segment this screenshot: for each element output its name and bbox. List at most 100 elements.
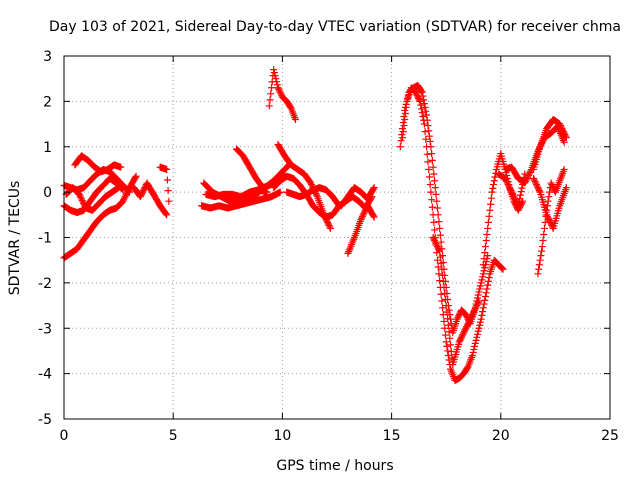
data-point <box>523 175 531 183</box>
data-point <box>514 202 522 210</box>
data-point <box>465 318 473 326</box>
data-point <box>499 265 507 273</box>
data-point <box>522 176 530 184</box>
data-point <box>140 185 148 193</box>
data-point <box>397 137 405 145</box>
data-point <box>480 300 488 308</box>
data-point <box>460 329 468 337</box>
data-point <box>524 171 532 179</box>
data-point <box>486 206 494 214</box>
data-point <box>490 181 498 189</box>
data-point <box>437 290 445 298</box>
data-point <box>428 203 436 211</box>
data-point <box>415 96 423 104</box>
data-point <box>470 345 478 353</box>
data-point <box>313 191 321 199</box>
data-point <box>539 237 547 245</box>
data-point <box>163 165 171 173</box>
data-point <box>469 309 477 317</box>
data-point <box>439 271 447 279</box>
data-point <box>545 193 553 201</box>
data-point <box>442 302 450 310</box>
data-point <box>462 311 470 319</box>
data-point <box>272 75 280 83</box>
data-point <box>120 194 128 202</box>
data-point <box>503 178 511 186</box>
data-point <box>444 321 452 329</box>
data-point <box>560 138 568 146</box>
data-point <box>358 214 366 222</box>
y-tick-label: -5 <box>38 412 52 428</box>
data-point <box>506 184 514 192</box>
data-point <box>415 94 423 102</box>
data-point <box>361 208 369 216</box>
data-point <box>502 176 510 184</box>
data-point <box>467 314 475 322</box>
data-point <box>474 330 482 338</box>
data-point <box>482 289 490 297</box>
data-point <box>480 255 488 263</box>
data-point <box>263 188 271 196</box>
data-point <box>455 338 463 346</box>
data-point <box>521 179 529 187</box>
data-point <box>136 193 144 201</box>
data-point <box>548 223 556 231</box>
series-track-22 <box>495 170 529 210</box>
data-point <box>124 187 132 195</box>
data-point <box>481 296 489 304</box>
data-point <box>436 247 444 255</box>
series-track-19 <box>399 84 507 384</box>
data-point <box>498 265 506 273</box>
data-point <box>416 97 424 105</box>
data-point <box>463 321 471 329</box>
data-point <box>441 331 449 339</box>
data-point <box>437 259 445 267</box>
data-point <box>459 330 467 338</box>
data-point <box>455 312 463 320</box>
series-track-7 <box>156 163 173 205</box>
data-point <box>430 218 438 226</box>
data-point <box>466 315 474 323</box>
data-point <box>423 143 431 151</box>
data-point <box>292 116 300 124</box>
data-point <box>558 125 566 133</box>
data-point <box>476 321 484 329</box>
data-point <box>79 198 87 206</box>
data-point <box>433 197 441 205</box>
data-point <box>418 88 426 96</box>
data-point <box>446 334 454 342</box>
data-point <box>457 335 465 343</box>
data-point <box>470 308 478 316</box>
data-point <box>535 185 543 193</box>
data-point <box>326 223 334 231</box>
data-point <box>537 252 545 260</box>
data-point <box>534 270 542 278</box>
data-point <box>425 132 433 140</box>
data-point <box>399 125 407 133</box>
data-point <box>433 241 441 249</box>
data-point <box>308 181 316 189</box>
data-point <box>424 122 432 130</box>
data-point <box>438 297 446 305</box>
data-point <box>435 246 443 254</box>
y-tick-label: -1 <box>38 231 52 247</box>
data-point <box>484 281 492 289</box>
data-point <box>481 249 489 257</box>
data-point <box>507 187 515 195</box>
data-point <box>277 90 285 98</box>
data-point <box>273 78 281 86</box>
data-point <box>427 188 435 196</box>
data-point <box>462 324 470 332</box>
data-point <box>503 179 511 187</box>
data-point <box>119 197 127 205</box>
data-point <box>163 211 171 219</box>
data-point <box>476 282 484 290</box>
data-point <box>484 224 492 232</box>
data-point <box>538 247 546 255</box>
data-point <box>473 302 481 310</box>
data-point <box>482 292 490 300</box>
data-point <box>516 195 524 203</box>
data-point <box>471 342 479 350</box>
data-point <box>526 168 534 176</box>
